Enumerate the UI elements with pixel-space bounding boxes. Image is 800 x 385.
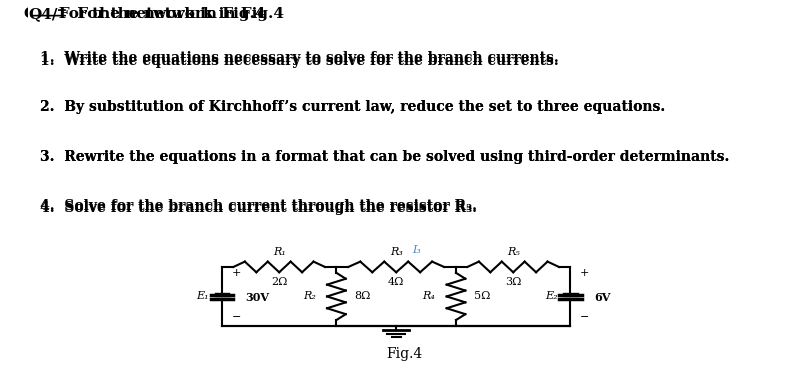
Text: R₂: R₂ <box>302 291 315 301</box>
Text: 30V: 30V <box>246 293 270 303</box>
Text: 3.  Rewrite the equations in a format that can be solved using third-order deter: 3. Rewrite the equations in a format tha… <box>40 150 730 164</box>
Text: R₄: R₄ <box>422 291 435 301</box>
Text: 4Ω: 4Ω <box>388 277 404 287</box>
Text: +: + <box>231 268 241 278</box>
Text: 2Ω: 2Ω <box>271 277 287 287</box>
Text: 5Ω: 5Ω <box>474 291 490 301</box>
Text: 1.  Write the equations necessary to solve for the branch currents.: 1. Write the equations necessary to solv… <box>40 54 558 68</box>
Text: 1.  Write the equations necessary to solve for the branch currents.: 1. Write the equations necessary to solv… <box>40 51 558 65</box>
Text: 2.  By substitution of Kirchhoff’s current law, reduce the set to three equation: 2. By substitution of Kirchhoff’s curren… <box>40 100 666 114</box>
Text: R₅: R₅ <box>506 247 520 257</box>
Text: 3.  Rewrite the equations in a format that can be solved using third-order deter: 3. Rewrite the equations in a format tha… <box>40 150 730 164</box>
Text: I₃: I₃ <box>412 244 421 254</box>
Text: 4.  Solve for the branch current through the resistor R₃.: 4. Solve for the branch current through … <box>40 199 477 213</box>
Text: Fig.4: Fig.4 <box>386 346 422 361</box>
Text: 6V: 6V <box>594 293 610 303</box>
Text: For the network in Fig.4: For the network in Fig.4 <box>72 7 284 21</box>
Text: 8Ω: 8Ω <box>354 291 371 301</box>
Text: 3Ω: 3Ω <box>505 277 522 287</box>
Text: Q4/: Q4/ <box>28 7 58 21</box>
Text: R₁: R₁ <box>273 247 286 257</box>
Text: +: + <box>580 268 589 278</box>
Text: −: − <box>231 311 241 321</box>
Text: Q4/ For the network in Fig.4: Q4/ For the network in Fig.4 <box>24 7 266 21</box>
Text: E₁: E₁ <box>196 291 209 301</box>
Text: 4.  Solve for the branch current through the resistor R₃.: 4. Solve for the branch current through … <box>40 201 477 215</box>
Text: −: − <box>580 311 589 321</box>
Text: 2.  By substitution of Kirchhoff’s current law, reduce the set to three equation: 2. By substitution of Kirchhoff’s curren… <box>40 100 666 114</box>
Text: E₂: E₂ <box>545 291 558 301</box>
Text: R₃: R₃ <box>390 247 402 257</box>
